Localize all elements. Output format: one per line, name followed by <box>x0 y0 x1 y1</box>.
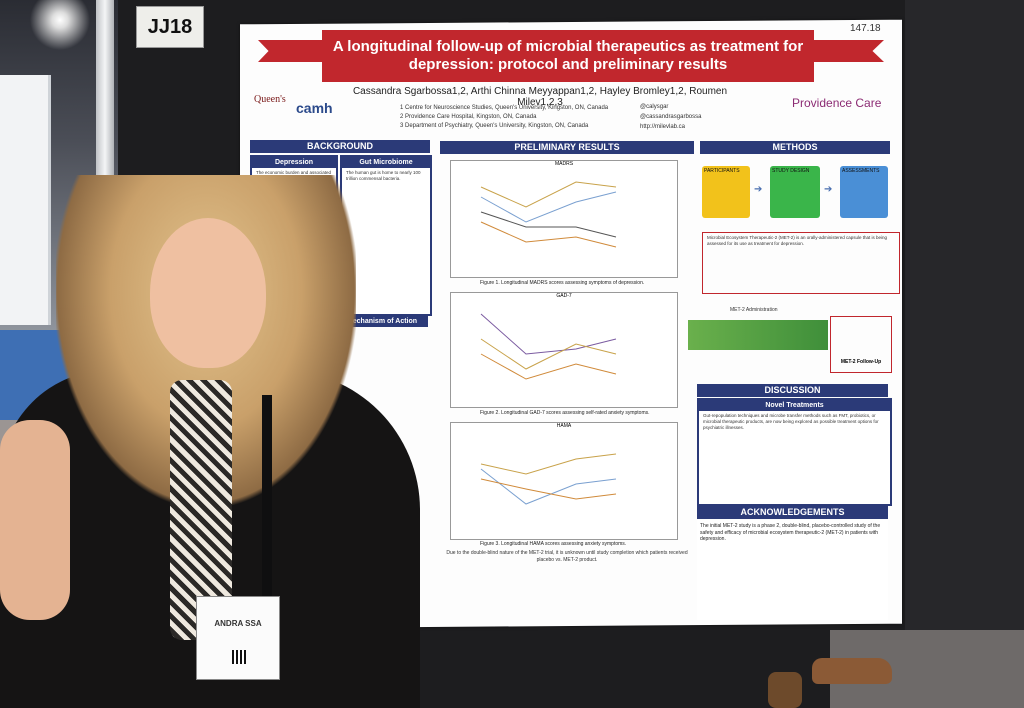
booth-label: JJ18 <box>136 6 204 48</box>
camh-logo: camh <box>296 100 333 116</box>
gut-microbiome-heading: Gut Microbiome <box>342 157 430 168</box>
affiliation-line: 2 Providence Care Hospital, Kingston, ON… <box>400 114 537 120</box>
queens-logo: Queen's <box>254 94 286 105</box>
qr-code-icon <box>232 650 246 664</box>
brown-shoe <box>812 658 892 684</box>
assessments-box: ASSESSMENTS <box>840 166 888 218</box>
affiliation-line: 3 Department of Psychiatry, Queen's Univ… <box>400 123 589 129</box>
novel-treatments-heading: Novel Treatments <box>699 400 890 411</box>
results-text: Due to the double-blind nature of the ME… <box>446 550 688 563</box>
mechanism-heading: Mechanism of Action <box>336 316 428 327</box>
arrow-right-icon: ➔ <box>754 184 763 195</box>
hama-chart-title: HAMA <box>556 423 572 429</box>
madrs-chart: MADRS <box>450 160 678 278</box>
badge-text: ANDRA SSA <box>214 619 262 628</box>
poster-number: 147.18 <box>850 23 881 34</box>
brown-shoe <box>768 672 802 708</box>
discussion-box: Novel Treatments Gut-repopulation techni… <box>697 398 892 506</box>
met2-followup-label: MET-2 Follow-Up <box>840 359 882 365</box>
name-badge: ANDRA SSA <box>196 596 280 680</box>
depression-heading: Depression <box>252 157 336 168</box>
exhibit-wall <box>0 75 51 325</box>
gad7-chart-lines <box>480 313 617 380</box>
followup-box: MET-2 Follow-Up <box>830 316 892 373</box>
madrs-chart-lines <box>480 181 617 248</box>
hama-chart-lines <box>480 453 617 505</box>
gad7-chart-title: GAD-7 <box>556 293 572 299</box>
arrow-right-icon: ➔ <box>824 184 833 195</box>
methods-text: Microbial Ecosystem Therapeutic-2 (MET-2… <box>702 232 900 294</box>
affiliation-line: 1 Centre for Neuroscience Studies, Queen… <box>400 105 609 111</box>
discussion-text: Gut-repopulation techniques and microbe … <box>703 413 879 430</box>
results-heading: PRELIMINARY RESULTS <box>440 141 694 154</box>
title-ribbon-right <box>812 40 884 62</box>
lanyard <box>262 395 272 620</box>
title-ribbon-left <box>258 40 324 62</box>
study-design-box: STUDY DESIGN <box>770 166 820 218</box>
hama-chart: HAMA <box>450 422 678 540</box>
participants-box: PARTICIPANTS <box>702 166 750 218</box>
poster-title: A longitudinal follow-up of microbial th… <box>322 30 814 82</box>
person-face <box>150 218 266 368</box>
gut-microbiome-text: The human gut is home to nearly 100 tril… <box>346 170 421 181</box>
poster-board-edge <box>905 0 1024 708</box>
poster-authors: Cassandra Sgarbossa1,2, Arthi Chinna Mey… <box>352 86 728 108</box>
poster-affiliations: 1 Centre for Neuroscience Studies, Queen… <box>400 104 650 131</box>
madrs-chart-title: MADRS <box>554 161 574 167</box>
figure-3-caption: Figure 3. Longitudinal HAMA scores asses… <box>480 541 627 547</box>
acknowledgements-text: The initial MET-2 study is a phase 2, do… <box>697 520 888 620</box>
met2-administration-label: MET-2 Administration <box>730 307 778 313</box>
background-heading: BACKGROUND <box>250 140 430 153</box>
providence-care-logo: Providence Care <box>792 96 882 110</box>
linkedin-handle: @cassandrasgarbossa <box>640 114 702 120</box>
figure-2-caption: Figure 2. Longitudinal GAD-7 scores asse… <box>480 410 650 416</box>
acknowledgements-heading: ACKNOWLEDGEMENTS <box>697 506 888 519</box>
methods-heading: METHODS <box>700 141 890 154</box>
twitter-handle: @calysgar <box>640 104 669 110</box>
social-links: @calysgar @cassandrasgarbossa http://mil… <box>640 102 701 132</box>
discussion-heading: DISCUSSION <box>697 384 888 397</box>
gad7-chart: GAD-7 <box>450 292 678 408</box>
study-timeline <box>688 320 828 350</box>
figure-1-caption: Figure 1. Longitudinal MADRS scores asse… <box>480 280 645 286</box>
website-link: http://milevlab.ca <box>640 124 686 130</box>
